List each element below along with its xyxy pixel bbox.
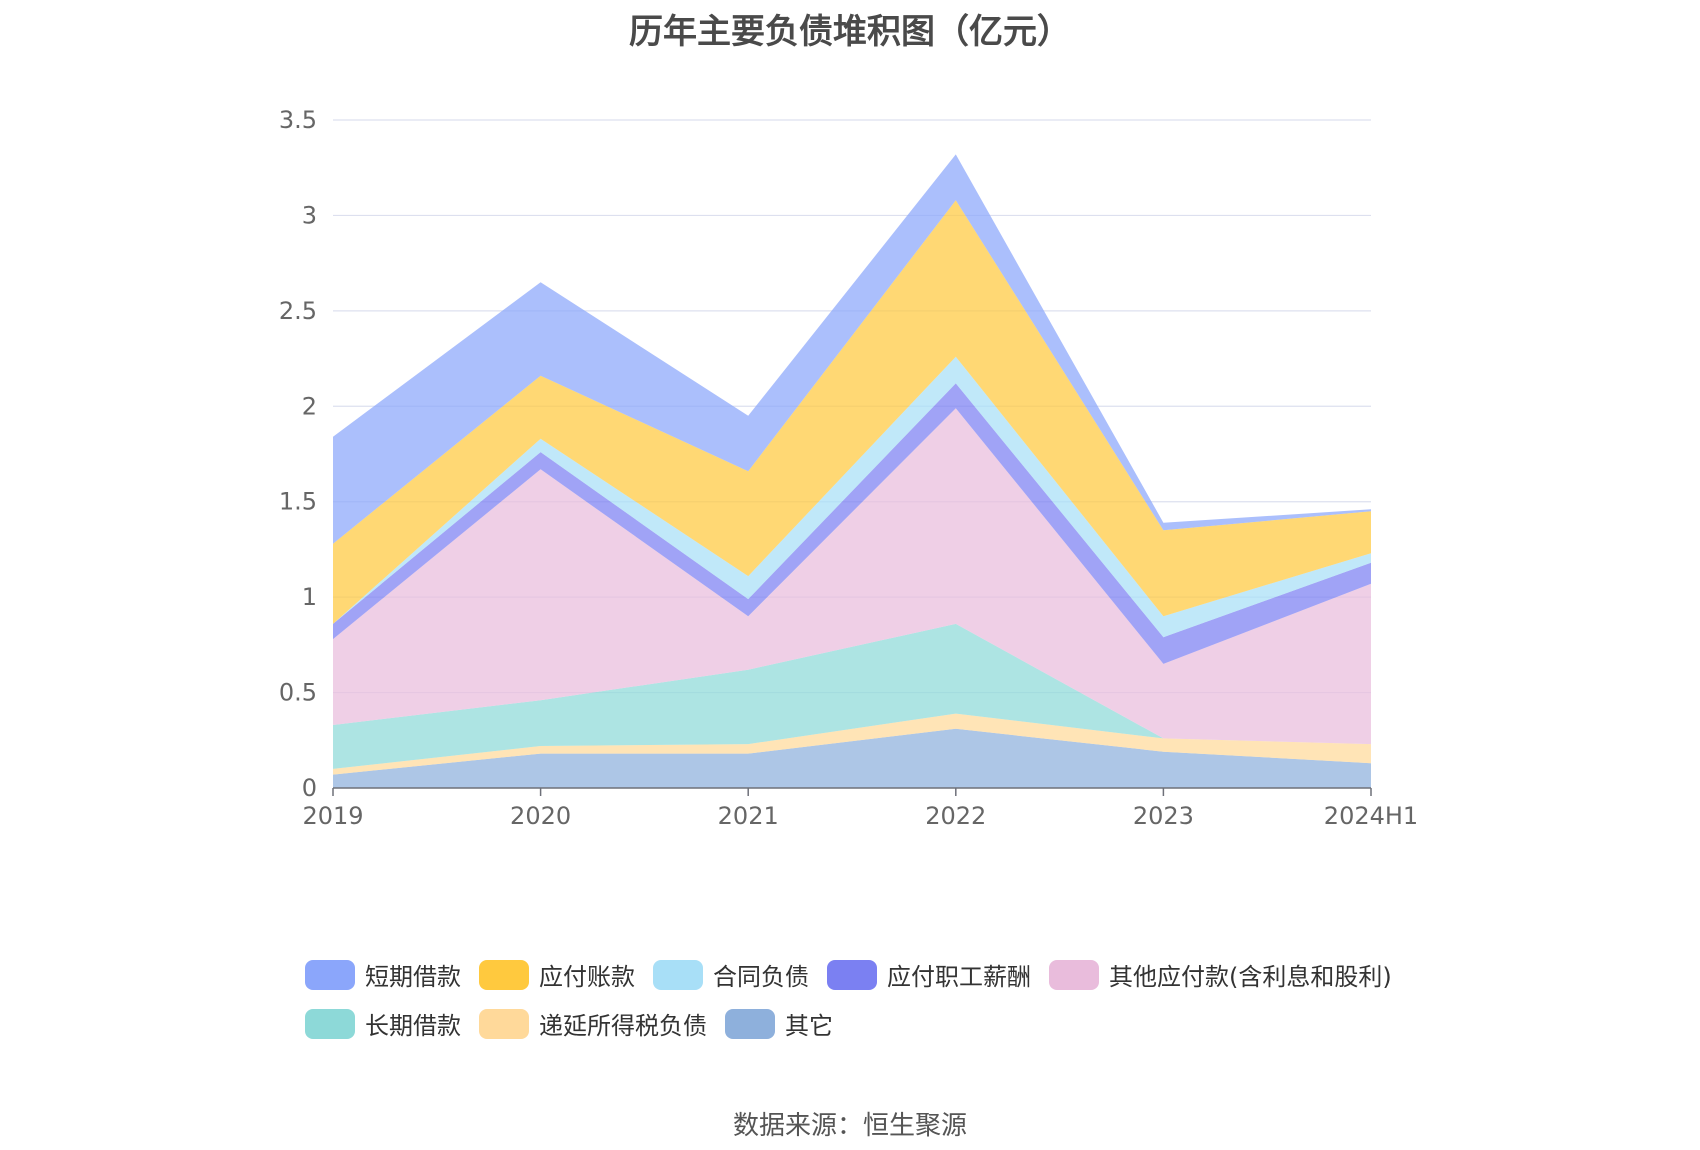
legend-swatch — [1049, 959, 1099, 990]
legend-swatch — [479, 1008, 529, 1039]
series-areas — [333, 154, 1371, 788]
y-tick-label: 3 — [302, 201, 317, 229]
legend-item[interactable]: 长期借款 — [305, 1006, 461, 1041]
legend-label: 递延所得税负债 — [539, 1012, 707, 1040]
legend-label: 其他应付款(含利息和股利) — [1109, 963, 1392, 991]
y-tick-label: 0 — [302, 774, 317, 802]
legend: 短期借款 应付账款 合同负债 应付职工薪酬 其他应付款(含利息和股利) 长期借款 递延所得… — [305, 950, 1465, 1048]
y-tick-label: 1.5 — [279, 488, 317, 516]
x-tick-label: 2021 — [718, 802, 779, 830]
legend-swatch — [305, 1008, 355, 1039]
y-tick-label: 2 — [302, 392, 317, 420]
legend-label: 长期借款 — [365, 1012, 461, 1040]
legend-item[interactable]: 合同负债 — [653, 957, 809, 992]
y-tick-label: 3.5 — [279, 106, 317, 134]
series-area-5 — [333, 356, 1371, 638]
y-tick-label: 2.5 — [279, 297, 317, 325]
legend-swatch — [479, 959, 529, 990]
legend-swatch — [827, 959, 877, 990]
legend-swatch — [725, 1008, 775, 1039]
legend-item[interactable]: 应付职工薪酬 — [827, 957, 1031, 992]
series-area-4 — [333, 383, 1371, 664]
series-area-3 — [333, 408, 1371, 745]
y-tick-label: 1 — [302, 583, 317, 611]
legend-swatch — [653, 959, 703, 990]
x-tick-label: 2024H1 — [1324, 802, 1418, 830]
series-area-1 — [333, 713, 1371, 775]
legend-item[interactable]: 递延所得税负债 — [479, 1006, 707, 1041]
axes: 0 0.5 1 1.5 2 2.5 3 3.5 2019 2020 2021 2022 2023 2024… — [279, 106, 1418, 830]
series-area-6 — [333, 200, 1371, 624]
legend-row-2: 长期借款 递延所得税负债 其它 — [305, 999, 1465, 1048]
series-area-2 — [333, 623, 1371, 769]
legend-item[interactable]: 其它 — [725, 1006, 833, 1041]
legend-item[interactable]: 短期借款 — [305, 957, 461, 992]
legend-label: 应付账款 — [539, 963, 635, 991]
legend-label: 其它 — [785, 1012, 833, 1040]
x-tick-label: 2020 — [510, 802, 571, 830]
legend-label: 应付职工薪酬 — [887, 963, 1031, 991]
legend-row-1: 短期借款 应付账款 合同负债 应付职工薪酬 其他应付款(含利息和股利) — [305, 950, 1465, 999]
legend-label: 短期借款 — [365, 963, 461, 991]
x-tick-label: 2019 — [302, 802, 363, 830]
chart-title: 历年主要负债堆积图（亿元） — [629, 12, 1071, 52]
legend-label: 合同负债 — [713, 963, 809, 991]
x-tick-label: 2023 — [1133, 802, 1194, 830]
series-area-0 — [333, 728, 1371, 788]
series-area-7 — [333, 154, 1371, 544]
legend-item[interactable]: 应付账款 — [479, 957, 635, 992]
legend-item[interactable]: 其他应付款(含利息和股利) — [1049, 957, 1392, 992]
x-tick-label: 2022 — [925, 802, 986, 830]
source-note: 数据来源：恒生聚源 — [732, 1111, 967, 1141]
legend-swatch — [305, 959, 355, 990]
y-tick-label: 0.5 — [279, 679, 317, 707]
